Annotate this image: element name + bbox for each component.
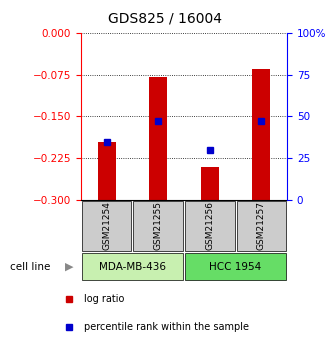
Bar xyxy=(185,201,235,251)
Text: log ratio: log ratio xyxy=(84,294,125,304)
Text: GDS825 / 16004: GDS825 / 16004 xyxy=(108,12,222,26)
Bar xyxy=(98,141,115,200)
Text: GSM21256: GSM21256 xyxy=(205,201,214,250)
Text: ▶: ▶ xyxy=(65,262,74,272)
Bar xyxy=(82,253,183,280)
Bar xyxy=(201,167,219,200)
Text: percentile rank within the sample: percentile rank within the sample xyxy=(84,322,249,332)
Text: HCC 1954: HCC 1954 xyxy=(210,262,262,272)
Bar xyxy=(185,253,286,280)
Bar xyxy=(252,69,270,200)
Bar xyxy=(237,201,286,251)
Text: GSM21257: GSM21257 xyxy=(257,201,266,250)
Text: GSM21254: GSM21254 xyxy=(102,201,111,250)
Text: cell line: cell line xyxy=(10,262,50,272)
Text: GSM21255: GSM21255 xyxy=(154,201,163,250)
Bar xyxy=(82,201,131,251)
Text: MDA-MB-436: MDA-MB-436 xyxy=(99,262,166,272)
Bar xyxy=(133,201,183,251)
Bar xyxy=(149,77,167,200)
